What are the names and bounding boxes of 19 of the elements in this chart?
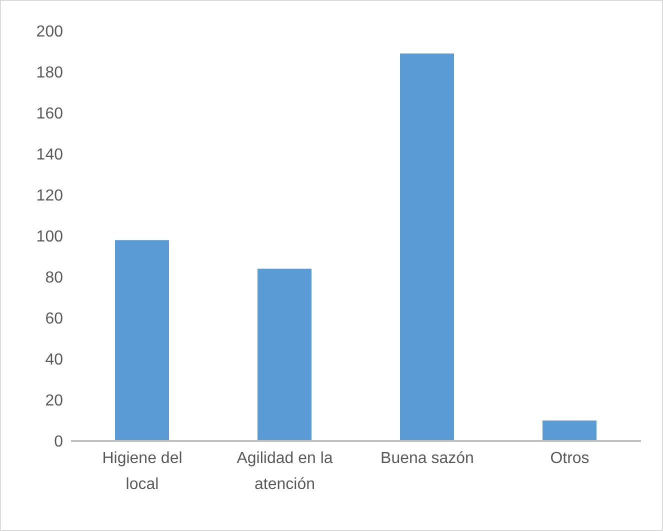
y-tick-label: 40 — [45, 352, 64, 369]
y-tick-label: 160 — [36, 106, 64, 123]
y-tick-label: 140 — [36, 146, 64, 164]
x-tick-label: Buena sazón — [380, 450, 474, 467]
y-tick-label: 120 — [36, 188, 64, 205]
y-tick-label: 100 — [36, 228, 64, 246]
bar — [115, 240, 169, 441]
bar — [258, 268, 312, 441]
y-tick-label: 180 — [36, 64, 64, 82]
x-tick-label: Agilidad en la atención — [236, 450, 333, 493]
bar — [400, 54, 454, 441]
y-tick-label: 0 — [54, 434, 64, 451]
x-tick-label: Otros — [550, 450, 590, 467]
y-tick-label: 200 — [36, 24, 64, 41]
x-tick-label: Higiene del local — [102, 450, 182, 493]
bar — [542, 420, 596, 441]
y-tick-label: 60 — [45, 310, 64, 328]
y-tick-label: 20 — [45, 392, 64, 410]
y-tick-label: 80 — [45, 270, 64, 287]
